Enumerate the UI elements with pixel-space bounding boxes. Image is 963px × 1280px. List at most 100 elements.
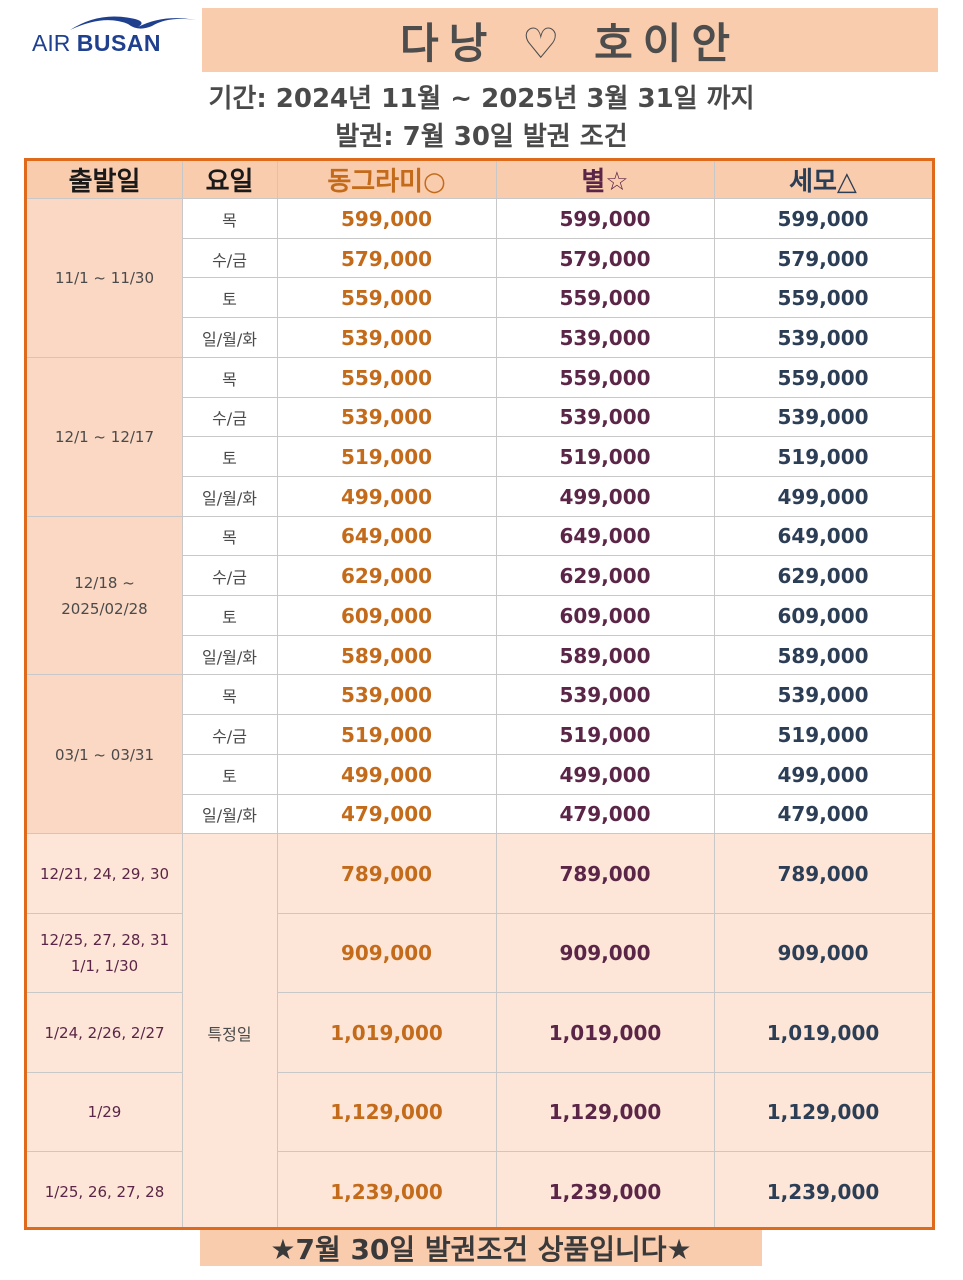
air-busan-logo: AIR BUSAN [28, 10, 200, 62]
row-divider [27, 674, 932, 676]
header-semo: 세모△ [714, 161, 932, 198]
price-dong: 559,000 [340, 365, 433, 390]
date-range-line: 2025/02/28 [61, 599, 148, 618]
row-divider [27, 515, 932, 517]
weekday-cell: 일/월/화 [202, 488, 257, 508]
weekday-cell: 수/금 [212, 568, 247, 588]
date-range-line: 1/25, 26, 27, 28 [44, 1182, 165, 1201]
date-range-line: 12/1 ~ 12/17 [54, 428, 155, 447]
price-dong: 609,000 [340, 603, 433, 628]
date-range-line: 1/1, 1/30 [70, 957, 139, 976]
row-divider [27, 356, 932, 358]
price-byeol: 539,000 [559, 405, 651, 430]
special-date-cell: 1/25, 26, 27, 28 [27, 1152, 182, 1227]
price-semo: 479,000 [777, 802, 869, 827]
price-byeol: 1,019,000 [496, 993, 714, 1073]
price-dong: 909,000 [277, 913, 496, 994]
price-dong: 1,019,000 [277, 993, 496, 1073]
price-dong: 1,129,000 [277, 1072, 496, 1153]
price-byeol: 539,000 [559, 325, 651, 350]
weekday-cell: 수/금 [212, 250, 247, 270]
weekday-cell: 수/금 [212, 409, 247, 429]
price-semo: 609,000 [777, 603, 869, 628]
bird-wing-icon [70, 16, 196, 30]
price-dong: 499,000 [340, 484, 433, 509]
price-byeol: 589,000 [559, 643, 651, 668]
weekday-cell: 목 [222, 210, 237, 230]
price-semo: 1,239,000 [714, 1152, 932, 1227]
price-semo: 1,019,000 [714, 993, 932, 1073]
price-semo: 599,000 [777, 206, 869, 231]
footer-notice: ★7월 30일 발권조건 상품입니다★ [200, 1230, 762, 1266]
row-divider [27, 912, 182, 914]
price-byeol: 519,000 [559, 722, 651, 747]
price-dong: 479,000 [340, 802, 433, 827]
price-semo: 539,000 [777, 405, 869, 430]
price-semo: 629,000 [777, 564, 869, 589]
price-dong: 1,239,000 [277, 1152, 496, 1227]
price-semo: 1,129,000 [714, 1072, 932, 1153]
row-divider [27, 833, 932, 835]
column-divider [277, 161, 278, 1227]
row-divider [27, 1071, 182, 1073]
weekday-cell: 일/월/화 [202, 647, 257, 667]
date-range-line: 12/25, 27, 28, 31 [39, 931, 170, 950]
weekday-cell: 토 [222, 449, 237, 469]
column-divider [182, 161, 183, 1227]
price-byeol: 629,000 [559, 564, 651, 589]
header-date: 출발일 [27, 161, 182, 198]
ticketing-text: 발권: 7월 30일 발권 조건 [335, 122, 628, 152]
price-dong: 519,000 [340, 722, 433, 747]
price-semo: 519,000 [777, 445, 869, 470]
row-divider [277, 912, 932, 914]
price-dong: 649,000 [340, 524, 433, 549]
special-date-cell: 1/29 [27, 1072, 182, 1153]
price-byeol: 539,000 [559, 683, 651, 708]
price-byeol: 599,000 [559, 206, 651, 231]
price-byeol: 789,000 [496, 834, 714, 914]
weekday-cell: 일/월/화 [202, 806, 257, 826]
special-day-label: 특정일 [182, 834, 277, 1227]
date-range-line: 1/29 [87, 1103, 122, 1122]
logo-prefix: AIR [32, 30, 71, 56]
row-divider [182, 595, 932, 596]
price-dong: 539,000 [340, 325, 433, 350]
row-divider [182, 436, 932, 438]
price-semo: 499,000 [777, 484, 869, 509]
weekday-cell: 목 [222, 369, 237, 389]
price-byeol: 479,000 [559, 802, 651, 827]
price-byeol: 649,000 [559, 524, 651, 549]
row-divider [27, 992, 182, 994]
row-divider [182, 237, 932, 239]
row-divider [182, 555, 932, 557]
price-semo: 559,000 [777, 286, 869, 311]
logo-brand: BUSAN [76, 30, 162, 56]
price-semo: 589,000 [777, 643, 869, 668]
price-dong: 499,000 [340, 762, 433, 787]
price-dong: 539,000 [340, 405, 433, 430]
price-table: 출발일 요일 동그라미○ 별☆ 세모△ 11/1 ~ 11/30 목 599,000 599,0… [24, 158, 935, 1230]
price-dong: 589,000 [340, 643, 433, 668]
price-byeol: 559,000 [559, 286, 651, 311]
row-divider [182, 714, 932, 716]
weekday-cell: 목 [222, 687, 237, 707]
weekday-cell: 목 [222, 528, 237, 548]
row-divider [182, 396, 932, 398]
date-range-line: 03/1 ~ 03/31 [54, 745, 155, 764]
special-date-cell: 12/21, 24, 29, 30 [27, 834, 182, 914]
price-dong: 539,000 [340, 683, 433, 708]
price-semo: 559,000 [777, 365, 869, 390]
price-semo: 579,000 [777, 246, 869, 271]
date-range-cell: 03/1 ~ 03/31 [27, 675, 182, 835]
price-byeol: 909,000 [496, 913, 714, 994]
weekday-cell: 일/월/화 [202, 329, 257, 349]
weekday-cell: 토 [222, 607, 237, 627]
date-range-line: 12/21, 24, 29, 30 [39, 864, 170, 883]
price-byeol: 499,000 [559, 484, 651, 509]
price-semo: 539,000 [777, 325, 869, 350]
period-text: 기간: 2024년 11월 ~ 2025년 3월 31일 까지 [208, 84, 755, 114]
row-divider [182, 317, 932, 319]
date-range-cell: 11/1 ~ 11/30 [27, 199, 182, 358]
special-date-cell: 12/25, 27, 28, 31 1/1, 1/30 [27, 913, 182, 994]
row-divider [277, 992, 932, 994]
